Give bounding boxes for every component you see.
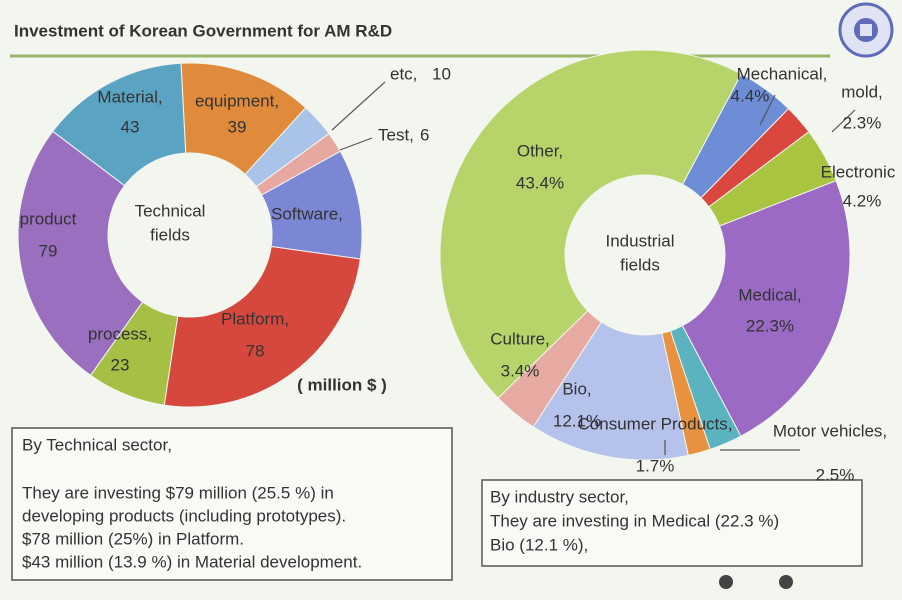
note-line: developing products (including prototype… — [22, 506, 346, 525]
value-label: 78 — [246, 341, 265, 360]
value-label: 4.4% — [731, 86, 770, 105]
slide-title: Investment of Korean Government for AM R… — [14, 21, 392, 40]
slice-label: product — [20, 209, 77, 228]
value-label: 4.2% — [843, 191, 882, 210]
slice-label: Test, — [378, 125, 414, 144]
value-label: 12.1% — [553, 411, 601, 430]
note-line: By industry sector, — [490, 487, 629, 506]
slice-label: Bio, — [562, 379, 591, 398]
leader-line — [339, 137, 373, 151]
slice-label: Other, — [517, 141, 563, 160]
note-line: They are investing in Medical (22.3 %) — [490, 511, 779, 530]
value-label: 43 — [121, 117, 140, 136]
donut-hole — [108, 153, 272, 317]
note-box — [11, 427, 453, 581]
center-label: fields — [620, 255, 660, 274]
logo — [838, 2, 894, 58]
slice-label: Consumer Products, — [578, 414, 733, 433]
donut-slice — [52, 62, 187, 187]
note-box — [481, 479, 863, 567]
leader-line — [831, 109, 856, 133]
slice-label: Software, — [271, 204, 343, 223]
leader-line — [759, 94, 776, 126]
leader-line — [331, 81, 386, 131]
value-label: 79 — [39, 241, 58, 260]
value-label: 10 — [432, 64, 451, 83]
slice-label: Medical, — [738, 285, 801, 304]
value-label: 6 — [420, 125, 429, 144]
donut-hole — [565, 175, 725, 335]
note-line: $43 million (13.9 %) in Material develop… — [22, 552, 362, 571]
footer-icons — [719, 575, 793, 589]
center-label: fields — [150, 225, 190, 244]
value-label: 23 — [111, 355, 130, 374]
value-label: 22.3% — [746, 316, 794, 335]
slice-label: Material, — [97, 87, 162, 106]
slice-label: mold, — [841, 82, 883, 101]
value-label: 3.4% — [501, 361, 540, 380]
slice-label: Electronic — [821, 162, 896, 181]
value-label: 2.3% — [843, 113, 882, 132]
slice-label: Motor vehicles, — [773, 421, 887, 440]
value-label: 1.7% — [636, 456, 675, 475]
slice-label: process, — [88, 324, 152, 343]
center-label: Technical — [135, 201, 206, 220]
unit-note: ( million $ ) — [297, 375, 387, 394]
slice-label: etc, — [390, 64, 417, 83]
slice-label: equipment, — [195, 91, 279, 110]
note-line: By Technical sector, — [22, 435, 172, 454]
slice-label: Culture, — [490, 329, 550, 348]
note-line: $78 million (25%) in Platform. — [22, 529, 244, 548]
value-label: 2.5% — [816, 465, 855, 484]
center-label: Industrial — [606, 231, 675, 250]
value-label: 43.4% — [516, 173, 564, 192]
note-line: They are investing $79 million (25.5 %) … — [22, 483, 334, 502]
slice-label: Platform, — [221, 309, 289, 328]
note-line: Bio (12.1 %), — [490, 535, 588, 554]
slice-label: Mechanical, — [737, 64, 828, 83]
value-label: 39 — [228, 117, 247, 136]
